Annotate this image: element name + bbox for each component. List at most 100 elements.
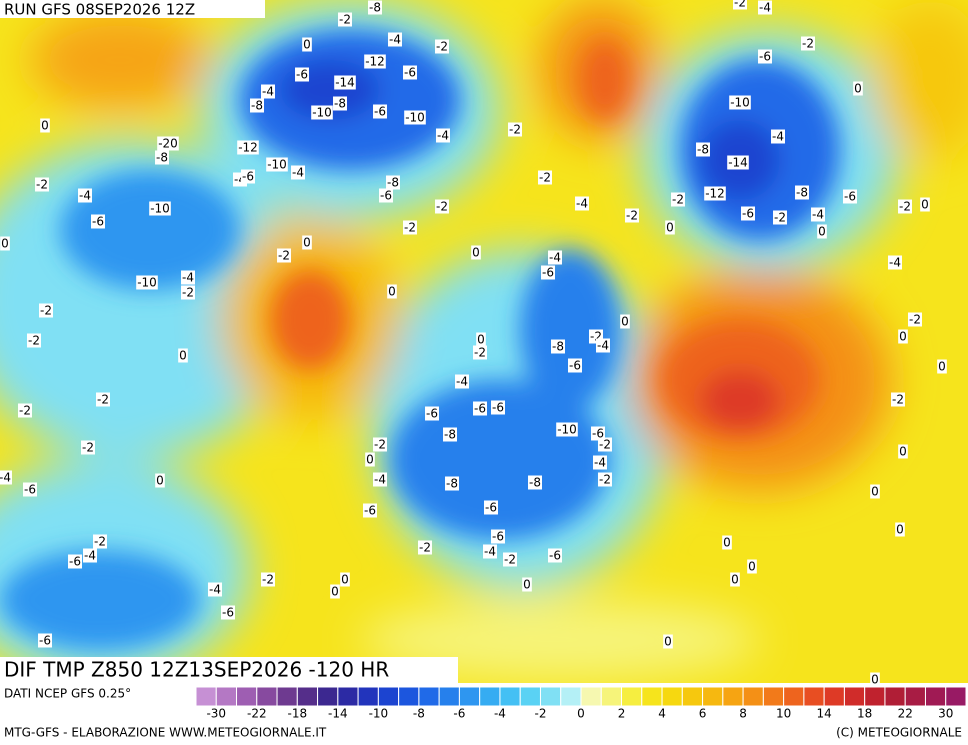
run-label: RUN GFS 08SEP2026 12Z [4,1,195,19]
colorbar-box [742,686,764,707]
contour-label-bg [365,452,375,467]
contour-label-bg [538,170,552,185]
contour-label: 0 [854,82,862,96]
contour-label-bg [261,572,275,587]
contour-label: -4 [889,256,901,270]
contour-label-bg [403,65,417,80]
contour-label: -2 [339,13,351,27]
contour-label: -8 [334,97,346,111]
contour-label-bg [418,540,432,555]
contour-label-bg [484,500,498,515]
contour-label: -4 [292,166,304,180]
colorbar-box [722,686,744,707]
contour-label-bg [291,165,305,180]
contour-label-bg [93,534,107,549]
contour-label: -10 [557,423,577,437]
contour-label-bg [733,0,747,10]
colorbar-box [438,686,460,707]
contour-label: -2 [909,313,921,327]
contour-label-bg [221,605,235,620]
colorbar-box [539,686,562,707]
contour-label: -2 [774,211,786,225]
contour-label-bg [425,406,439,421]
contour-label: 0 [156,474,164,488]
colorbar-box [296,686,319,707]
contour-label-bg [178,348,188,363]
contour-label-bg [386,175,400,190]
contour-label: -6 [569,359,581,373]
contour-label-bg [473,401,487,416]
contour-label-bg [747,559,757,574]
contour-label-bg [771,129,785,144]
contour-label-bg [773,210,787,225]
contour-label-bg [266,157,288,172]
contour-label: -6 [69,555,81,569]
contour-label-bg [455,374,469,389]
contour-label: 0 [472,246,480,260]
contour-label: -2 [182,286,194,300]
contour-label: -8 [697,143,709,157]
contour-label-bg [436,128,450,143]
contour-label: -2 [626,209,638,223]
contour-label-bg [91,214,105,229]
contour-label-bg [491,529,505,544]
contour-label: -6 [549,549,561,563]
contour-label: -4 [79,189,91,203]
copyright-label: (C) METEOGIORNALE [836,726,962,740]
contour-label-bg [620,314,630,329]
colorbar-label: -18 [288,707,308,721]
colorbar-box [236,686,258,707]
contour-label-bg [491,400,505,415]
contour-label: -2 [278,249,290,263]
colorbar-box [843,686,866,707]
contour-label: -8 [444,428,456,442]
contour-label-bg [528,475,542,490]
contour-label-bg [373,104,387,119]
contour-label: -2 [802,37,814,51]
contour-label: -6 [492,530,504,544]
contour-label-bg [568,358,582,373]
colorbar-box [864,686,886,707]
contour-label: -10 [150,202,170,216]
contour-label: -6 [24,483,36,497]
contour-label: -4 [182,271,194,285]
colorbar-box [215,686,238,707]
contour-label: -20 [158,137,178,151]
colorbar-label: -14 [328,707,348,721]
contour-label: -6 [844,190,856,204]
contour-label: -12 [365,55,385,69]
contour-label: -10 [405,111,425,125]
contour-label-bg [39,303,53,318]
colorbar-box [823,686,845,707]
contour-label-bg [388,32,402,47]
contour-label-bg [801,36,815,51]
contour-label-bg [729,95,751,110]
colorbar-box [661,686,683,707]
contour-label-bg [38,633,52,648]
colorbar-box [276,686,298,707]
contour-label-bg [379,188,393,203]
colorbar-box [256,686,278,707]
colorbar-label: 30 [938,707,953,721]
contour-label-bg [373,437,387,452]
colorbar-label: 8 [739,707,747,721]
contour-label: -4 [234,173,246,187]
contour-label-bg [727,155,749,170]
contour-label-bg [758,0,772,15]
contour-label: -8 [796,186,808,200]
contour-label: 0 [388,285,396,299]
contour-label-bg [665,220,675,235]
colorbar-box [945,686,967,707]
contour-label-bg [598,472,612,487]
colorbar-label: -4 [494,707,506,721]
contour-label-bg [551,339,565,354]
contour-label-bg [704,186,726,201]
contour-label: 0 [1,237,9,251]
colorbar-label: -6 [453,707,465,721]
contour-label: -4 [389,33,401,47]
contour-label: -4 [576,197,588,211]
contour-label-bg [508,122,522,137]
contour-label: -4 [594,456,606,470]
contour-label-bg [443,427,457,442]
field-label: DIF TMP Z850 12Z13SEP2026 -120 HR [4,658,389,682]
